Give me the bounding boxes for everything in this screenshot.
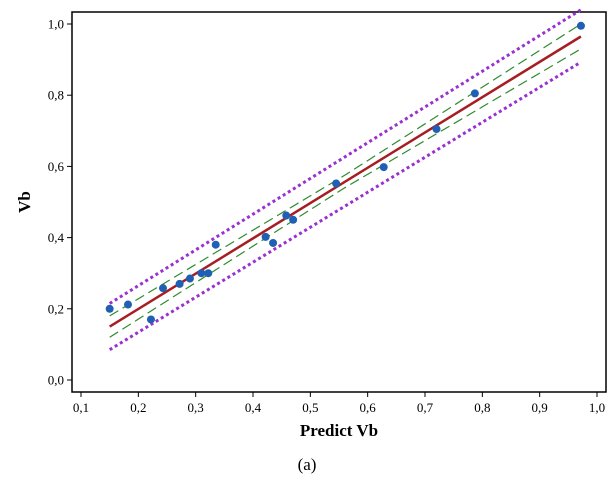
data-point	[289, 215, 298, 224]
data-point	[146, 315, 155, 324]
data-point	[197, 269, 206, 278]
data-point	[261, 232, 270, 241]
x-tick-label: 0,4	[245, 400, 262, 415]
data-point	[204, 269, 213, 278]
x-axis-ticks: 0,1 0,2 0,3 0,4 0,5 0,6 0,7 0,8 0,9 1,0	[73, 392, 605, 415]
data-point	[432, 125, 441, 134]
data-point	[211, 240, 220, 249]
data-point	[175, 279, 184, 288]
x-tick-label: 0,3	[188, 400, 204, 415]
data-point	[124, 300, 133, 309]
x-tick-label: 0,6	[360, 400, 377, 415]
y-tick-label: 1,0	[48, 17, 64, 32]
y-tick-label: 0,0	[48, 373, 64, 388]
x-tick-label: 0,1	[73, 400, 89, 415]
x-tick-label: 0,7	[417, 400, 434, 415]
y-tick-label: 0,2	[48, 301, 64, 316]
x-tick-label: 1,0	[589, 400, 605, 415]
data-point	[105, 304, 114, 313]
data-point	[332, 179, 341, 188]
y-axis-ticks: 0,0 0,2 0,4 0,6 0,8 1,0	[48, 17, 72, 388]
data-point	[185, 274, 194, 283]
data-point	[282, 211, 291, 220]
x-tick-label: 0,5	[302, 400, 318, 415]
figure-caption: (a)	[298, 455, 317, 474]
y-tick-label: 0,4	[48, 230, 65, 245]
prediction-band-upper	[108, 8, 582, 305]
points-layer	[105, 21, 585, 324]
data-point	[470, 89, 479, 98]
bands-layer	[108, 8, 582, 351]
y-tick-label: 0,6	[48, 159, 65, 174]
data-point	[379, 163, 388, 172]
x-tick-label: 0,9	[532, 400, 548, 415]
y-axis-title: Vb	[15, 191, 34, 213]
prediction-band-lower	[108, 60, 582, 351]
confidence-band-upper	[109, 23, 582, 317]
x-tick-label: 0,2	[130, 400, 146, 415]
y-tick-label: 0,8	[48, 88, 64, 103]
x-tick-label: 0,8	[474, 400, 490, 415]
data-point	[158, 284, 167, 293]
data-point	[269, 238, 278, 247]
confidence-band-lower	[109, 48, 582, 338]
x-axis-title: Predict Vb	[300, 421, 378, 440]
data-point	[576, 21, 585, 30]
